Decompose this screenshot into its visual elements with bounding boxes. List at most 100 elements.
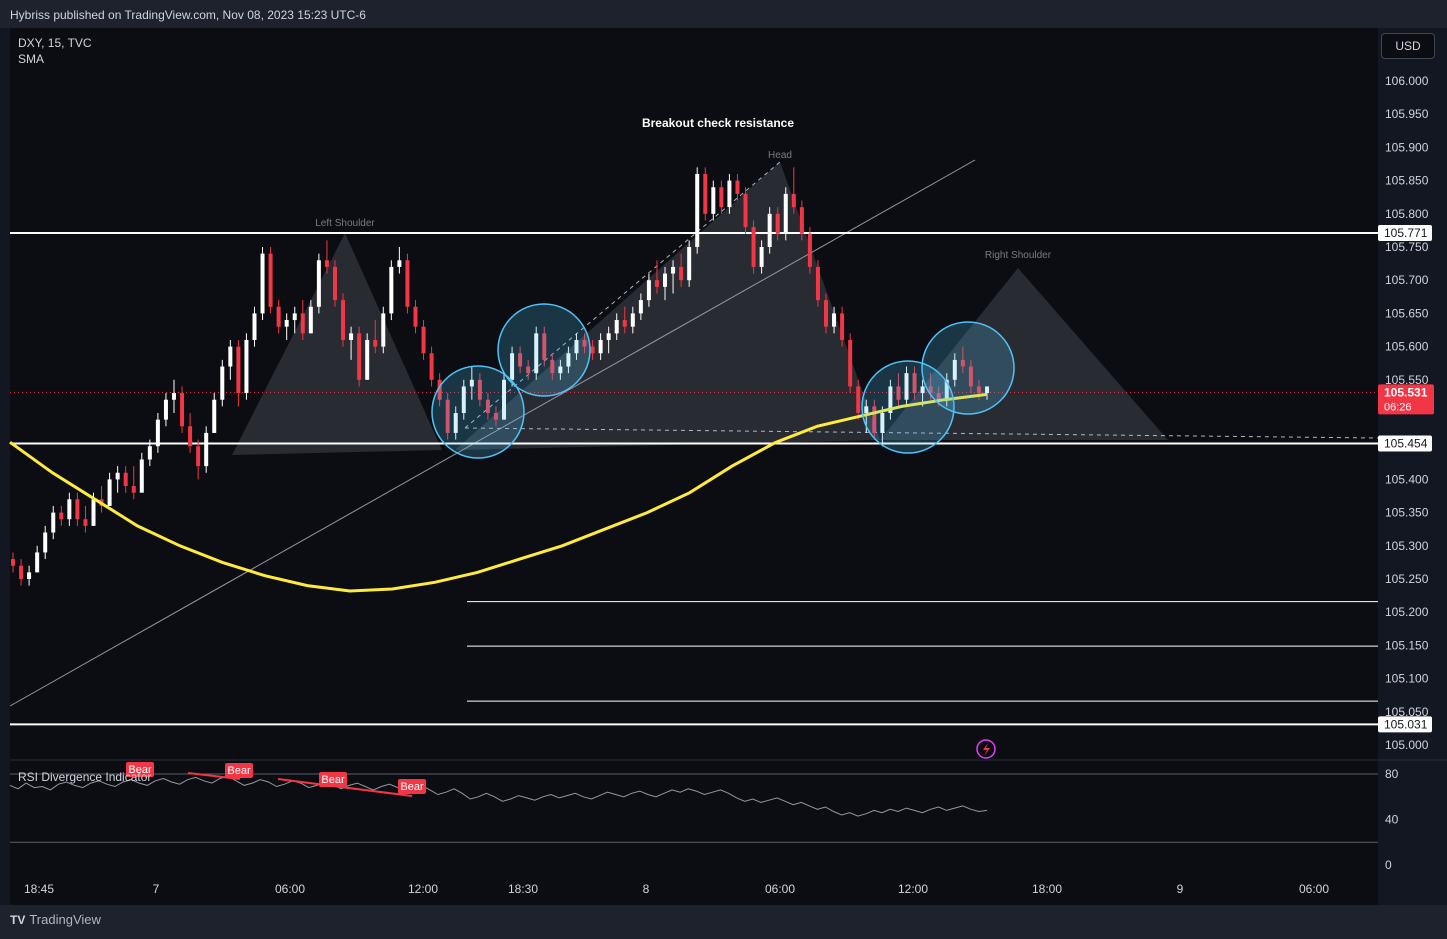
candle-body	[743, 193, 748, 228]
indicator-name[interactable]: SMA	[18, 52, 45, 66]
candle	[751, 220, 756, 274]
candle-body	[171, 393, 176, 400]
candle	[397, 247, 402, 274]
right-shoulder-triangle	[880, 268, 1168, 440]
candle	[244, 333, 249, 400]
candle	[163, 393, 168, 427]
candle	[582, 333, 587, 354]
price-level-tag	[1378, 716, 1432, 733]
symbol-line[interactable]: DXY, 15, TVC	[18, 36, 92, 50]
candle-body	[365, 339, 370, 380]
candle	[646, 273, 651, 307]
candle	[695, 167, 700, 254]
candle	[35, 545, 40, 573]
candle	[357, 326, 362, 387]
candle	[799, 200, 804, 241]
candle-body	[413, 306, 418, 327]
breakout-title: Breakout check resistance	[642, 116, 794, 130]
bear-label: Bear	[227, 765, 251, 777]
candle	[606, 326, 611, 354]
candle	[630, 306, 635, 334]
candle	[815, 260, 820, 307]
price-tick-label: 105.850	[1385, 174, 1429, 188]
candle	[638, 293, 643, 321]
candle	[534, 326, 539, 380]
candle	[783, 187, 788, 241]
candle-body	[51, 512, 56, 533]
candle-body	[622, 320, 627, 327]
price-tick-label: 105.100	[1385, 672, 1429, 686]
candle-body	[832, 313, 837, 327]
candle	[711, 180, 716, 221]
chart-legend[interactable]: DXY, 15, TVC SMA	[18, 35, 92, 67]
candle	[735, 173, 740, 201]
candle-body	[807, 233, 812, 267]
candle-body	[904, 373, 909, 400]
candle-body	[188, 426, 193, 447]
chart-area[interactable]	[10, 28, 1378, 905]
candle	[300, 300, 305, 340]
candle-body	[163, 399, 168, 420]
price-tick-label: 105.150	[1385, 638, 1429, 652]
candle	[220, 359, 225, 407]
time-tick-label: 06:00	[765, 882, 795, 896]
candle	[341, 293, 346, 347]
candle-body	[437, 379, 442, 400]
candle	[51, 505, 56, 540]
bear-label-bg	[398, 779, 426, 794]
rsi-label[interactable]: RSI Divergence Indicator	[18, 770, 152, 784]
price-level-tag	[1378, 225, 1432, 242]
candle-body	[727, 180, 732, 208]
candle	[308, 300, 313, 334]
candle	[389, 260, 394, 321]
candle	[872, 399, 877, 440]
time-tick-label: 06:00	[1299, 882, 1329, 896]
tradingview-logo[interactable]: TV TradingView	[10, 912, 101, 927]
candle	[180, 386, 185, 433]
candle-body	[493, 413, 498, 420]
time-tick-label: 12:00	[408, 882, 438, 896]
candle	[196, 439, 201, 480]
currency-button[interactable]: USD	[1381, 33, 1435, 59]
highlight-circle	[861, 360, 955, 454]
candle-body	[429, 353, 434, 380]
candle-body	[115, 472, 120, 480]
candle-body	[236, 346, 241, 394]
time-tick-label: 12:00	[898, 882, 928, 896]
candle	[526, 359, 531, 380]
candle	[912, 366, 917, 400]
rsi-tick-label: 80	[1385, 767, 1399, 781]
candle	[510, 346, 515, 387]
candle-body	[252, 313, 257, 340]
candle-body	[510, 353, 515, 380]
candle-body	[944, 379, 949, 400]
candle-body	[960, 359, 965, 367]
candle	[896, 373, 901, 407]
candle-body	[212, 399, 217, 433]
candle	[292, 306, 297, 334]
candle-body	[381, 313, 386, 347]
price-tick-label: 105.350	[1385, 506, 1429, 520]
annotations-layer: Breakout check resistance Left Shoulder He…	[315, 116, 1052, 759]
candle-body	[131, 486, 136, 493]
price-tick-label: 105.800	[1385, 207, 1429, 221]
price-level-value: 105.454	[1384, 437, 1428, 451]
candle-body	[308, 306, 313, 334]
candle	[888, 379, 893, 420]
candle	[727, 173, 732, 214]
candle-body	[332, 266, 337, 301]
candle-body	[550, 359, 555, 374]
candle	[719, 180, 724, 214]
rsi-line	[9, 775, 988, 817]
candle	[622, 306, 627, 334]
candle-body	[421, 326, 426, 354]
rsi-tick-label: 40	[1385, 813, 1399, 827]
candle-body	[155, 419, 160, 447]
candle-body	[574, 339, 579, 354]
candle	[155, 413, 160, 453]
candle	[904, 366, 909, 407]
candle	[502, 373, 507, 420]
candle	[550, 353, 555, 380]
candle	[574, 333, 579, 360]
